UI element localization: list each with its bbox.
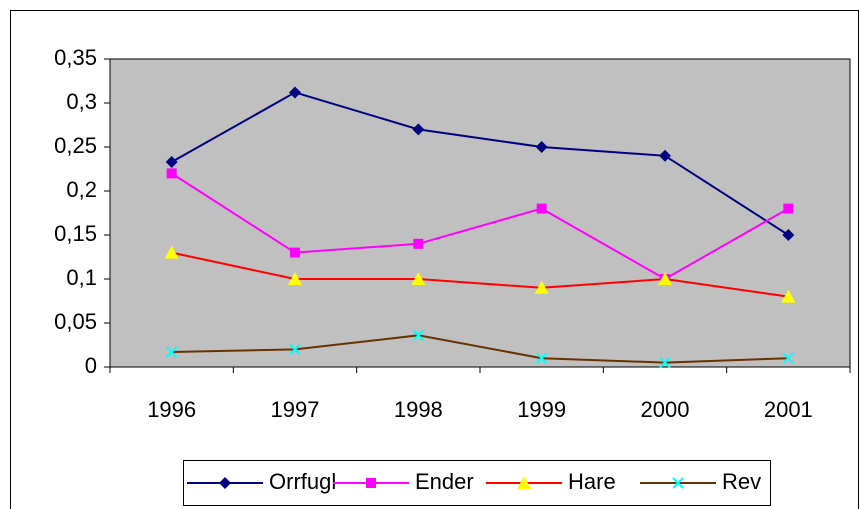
y-tick-label: 0,2	[66, 177, 97, 202]
x-tick-label: 1999	[517, 397, 566, 422]
data-point	[289, 86, 301, 99]
data-point	[535, 141, 548, 153]
data-point	[782, 352, 795, 364]
data-point	[783, 203, 794, 214]
x-tick-label: 2000	[641, 397, 690, 422]
legend-label: Orrfugl	[269, 469, 336, 494]
data-point	[535, 352, 548, 364]
y-tick-label: 0,1	[66, 265, 97, 290]
data-point	[534, 280, 549, 294]
data-point	[411, 272, 426, 285]
series-line	[171, 334, 789, 364]
x-tick-label: 2001	[764, 397, 813, 422]
x-tick-label: 1996	[147, 397, 196, 422]
data-point	[658, 272, 672, 285]
y-tick-label: 0,15	[54, 221, 97, 246]
legend-label: Hare	[568, 469, 616, 494]
data-point	[289, 343, 301, 356]
y-tick-label: 0	[85, 353, 97, 378]
y-tick-label: 0,3	[66, 89, 97, 114]
data-point	[413, 238, 424, 249]
legend-marker	[672, 477, 684, 489]
data-point	[659, 356, 671, 369]
series-line	[171, 251, 789, 298]
data-point	[288, 272, 302, 285]
y-tick-label: 0,35	[54, 45, 97, 70]
legend-label: Ender	[415, 469, 474, 494]
x-tick-label: 1997	[271, 397, 320, 422]
legend-label: Rev	[722, 469, 761, 494]
data-point	[166, 168, 177, 179]
data-point	[165, 155, 178, 168]
data-point	[536, 203, 547, 214]
data-point	[290, 247, 300, 258]
series-line	[171, 172, 789, 281]
data-point	[164, 245, 179, 259]
data-point	[412, 123, 425, 136]
legend-marker	[219, 477, 231, 489]
legend-marker	[366, 478, 376, 488]
plot-area	[109, 58, 851, 368]
data-point	[782, 229, 795, 241]
series-line	[171, 91, 789, 236]
y-tick-label: 0,25	[54, 133, 97, 158]
x-tick-label: 1998	[394, 397, 443, 422]
data-point	[165, 346, 178, 358]
data-point	[781, 289, 796, 303]
data-point	[659, 149, 671, 162]
data-point	[412, 329, 425, 342]
legend-marker	[517, 476, 531, 489]
y-tick-label: 0,05	[54, 309, 97, 334]
